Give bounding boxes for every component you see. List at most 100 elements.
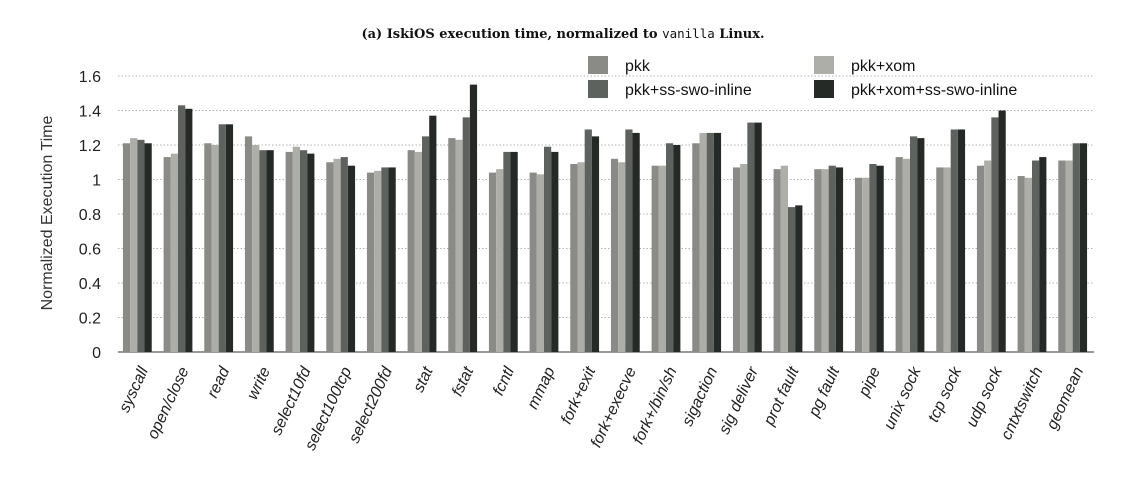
legend-item: pkk bbox=[588, 56, 651, 75]
bar bbox=[692, 143, 700, 352]
bar bbox=[488, 172, 497, 352]
bar bbox=[747, 122, 755, 352]
bar-group bbox=[163, 105, 193, 353]
bar bbox=[625, 129, 633, 352]
legend-swatch bbox=[588, 80, 608, 98]
bar bbox=[991, 117, 999, 353]
y-tick-label: 0.6 bbox=[79, 242, 101, 259]
bar bbox=[854, 177, 863, 352]
bar bbox=[835, 167, 844, 352]
bar-group bbox=[814, 165, 844, 352]
bar bbox=[211, 145, 219, 352]
bar bbox=[910, 136, 918, 352]
x-tick-label: unix sock bbox=[881, 364, 925, 433]
bar bbox=[780, 165, 788, 352]
x-tick-label: sig deliver bbox=[716, 364, 762, 437]
x-tick-label: mmap bbox=[524, 364, 558, 412]
bar bbox=[1065, 160, 1073, 352]
bar bbox=[225, 124, 234, 352]
bar bbox=[984, 160, 992, 352]
bar bbox=[244, 136, 253, 352]
bar bbox=[374, 170, 382, 352]
y-tick-label: 1 bbox=[92, 173, 101, 190]
bar bbox=[917, 138, 925, 352]
x-tick-label: open/close bbox=[145, 364, 193, 441]
legend-item: pkk+xom bbox=[814, 56, 915, 75]
y-tick-label: 1.2 bbox=[79, 138, 101, 155]
bar bbox=[651, 165, 659, 352]
x-tick-label: prot fault bbox=[760, 364, 802, 429]
bar bbox=[510, 151, 518, 352]
x-tick-label: cntxtswitch bbox=[998, 364, 1047, 442]
bar-group bbox=[204, 124, 234, 352]
bar-group bbox=[732, 122, 762, 352]
x-tick-label: fstat bbox=[449, 364, 477, 399]
bar bbox=[740, 163, 748, 352]
chart-title-part-2: vanilla bbox=[662, 26, 715, 41]
bar-group bbox=[570, 129, 600, 352]
bar bbox=[300, 150, 308, 352]
bar-group bbox=[936, 129, 966, 352]
bar bbox=[122, 143, 131, 352]
bar-group bbox=[529, 146, 559, 352]
bar bbox=[407, 150, 415, 352]
x-tick-label: read bbox=[204, 364, 233, 401]
bar-group bbox=[692, 132, 722, 352]
bar bbox=[862, 177, 870, 352]
bar bbox=[266, 150, 274, 352]
bar bbox=[414, 151, 422, 352]
y-tick-labels: 0 0.2 0.4 0.6 0.8 1 1.2 1.4 1.6 bbox=[79, 69, 101, 362]
bar bbox=[326, 162, 334, 352]
x-tick-label: syscall bbox=[116, 364, 152, 415]
legend-label: pkk+xom bbox=[851, 58, 915, 75]
bar bbox=[706, 132, 714, 352]
y-tick-label: 0 bbox=[92, 345, 101, 362]
bar bbox=[957, 129, 966, 352]
bar bbox=[469, 84, 478, 352]
bar bbox=[462, 117, 470, 353]
bar bbox=[610, 158, 619, 352]
y-axis-label: Normalized Execution Time bbox=[39, 116, 56, 311]
bar bbox=[340, 157, 348, 352]
legend-item: pkk+ss-swo-inline bbox=[588, 80, 752, 99]
bar-group bbox=[285, 146, 315, 352]
chart-title: (a) IskiOS execution time, normalized to… bbox=[361, 26, 764, 42]
bar-group bbox=[407, 115, 437, 352]
legend: pkk pkk+xom pkk+ss-swo-inline pkk+xom+ss-sw… bbox=[588, 56, 1017, 99]
bar bbox=[259, 150, 267, 352]
bars bbox=[122, 84, 1088, 353]
bar bbox=[577, 162, 585, 352]
legend-label: pkk bbox=[625, 58, 651, 75]
bar bbox=[821, 169, 829, 352]
legend-swatch bbox=[814, 80, 834, 98]
bar bbox=[1072, 143, 1080, 352]
bar-group bbox=[448, 84, 478, 353]
bar bbox=[795, 205, 803, 352]
bar bbox=[570, 163, 578, 352]
bar bbox=[1017, 176, 1025, 352]
grid-lines bbox=[118, 75, 1094, 353]
chart-title-part-1: (a) IskiOS execution time, normalized to bbox=[361, 27, 662, 42]
x-tick-label: fork+exit bbox=[558, 364, 599, 427]
bar-group bbox=[1017, 157, 1047, 352]
bar bbox=[137, 139, 145, 352]
bar bbox=[1079, 143, 1088, 352]
bar bbox=[895, 157, 903, 352]
x-tick-label: sigaction bbox=[679, 364, 721, 429]
bar bbox=[130, 138, 138, 352]
bar bbox=[869, 163, 877, 352]
bar bbox=[292, 146, 300, 352]
bar bbox=[333, 158, 341, 352]
x-tick-label: fork+/bin/sh bbox=[630, 364, 681, 447]
x-tick-label: write bbox=[244, 364, 274, 402]
bar-group bbox=[326, 157, 356, 352]
bar bbox=[366, 172, 375, 352]
bar bbox=[754, 122, 762, 352]
legend-label: pkk+xom+ss-swo-inline bbox=[851, 82, 1017, 99]
bar bbox=[658, 165, 666, 352]
bar bbox=[618, 162, 626, 352]
y-tick-label: 1.6 bbox=[79, 69, 101, 86]
bar bbox=[902, 158, 910, 352]
bar bbox=[591, 136, 600, 352]
